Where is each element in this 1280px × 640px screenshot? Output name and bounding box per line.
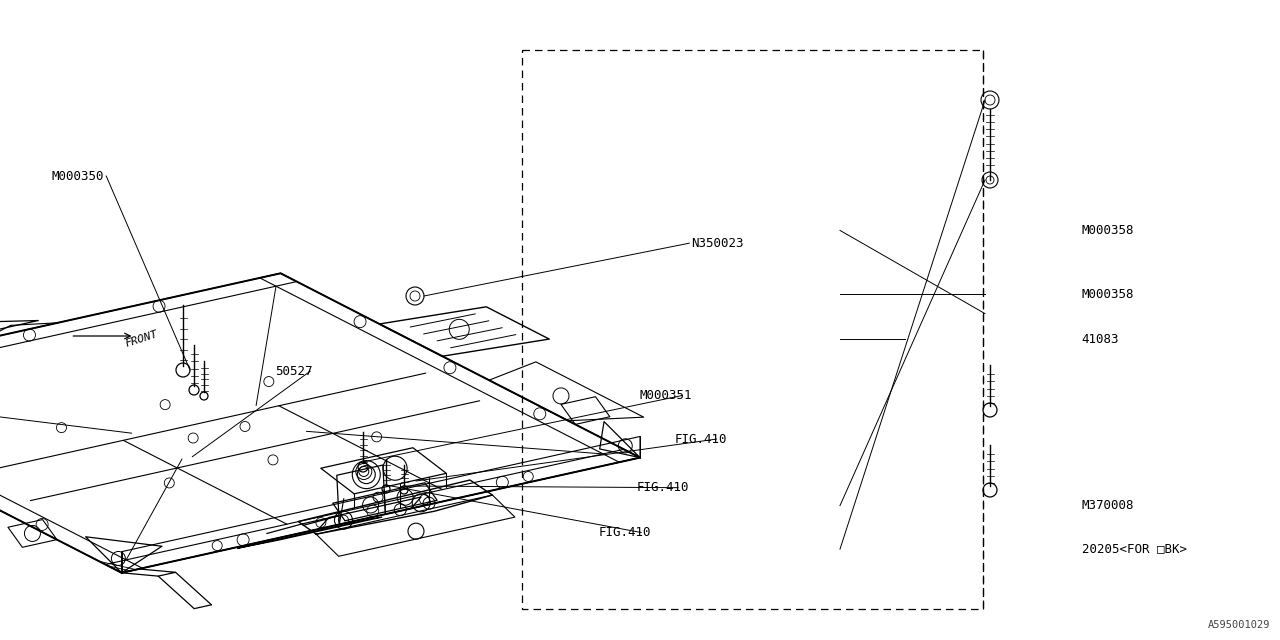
Text: FRONT: FRONT bbox=[124, 329, 159, 349]
Text: 41083: 41083 bbox=[1082, 333, 1119, 346]
Text: FIG.410: FIG.410 bbox=[675, 433, 727, 445]
Text: 50527: 50527 bbox=[275, 365, 312, 378]
Text: M000358: M000358 bbox=[1082, 288, 1134, 301]
Text: M000358: M000358 bbox=[1082, 224, 1134, 237]
Text: M000350: M000350 bbox=[51, 170, 104, 182]
Text: FIG.410: FIG.410 bbox=[636, 481, 689, 494]
Text: N350023: N350023 bbox=[691, 237, 744, 250]
Text: FIG.410: FIG.410 bbox=[599, 526, 652, 539]
Text: A595001029: A595001029 bbox=[1207, 620, 1270, 630]
Text: M370008: M370008 bbox=[1082, 499, 1134, 512]
Text: M000351: M000351 bbox=[640, 389, 692, 402]
Text: 20205<FOR □BK>: 20205<FOR □BK> bbox=[1082, 543, 1187, 556]
